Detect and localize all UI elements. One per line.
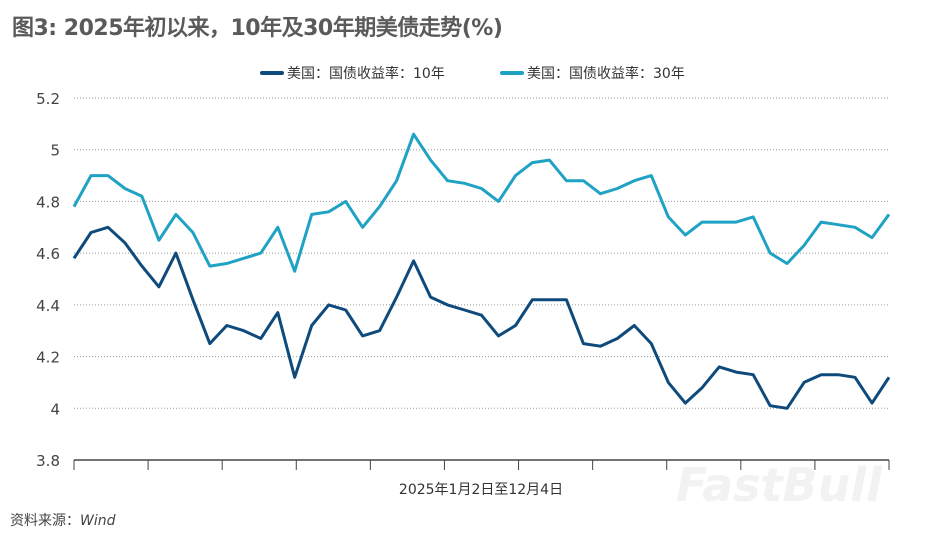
legend: 美国：国债收益率：10年 美国：国债收益率：30年 [260, 65, 685, 82]
source-label: 资料来源： [10, 513, 80, 529]
source-note: 资料来源：Wind [10, 510, 116, 530]
series-lines [72, 132, 891, 410]
y-tick-label: 4.2 [36, 349, 60, 367]
source-value: Wind [80, 513, 116, 529]
y-tick-label: 4.6 [36, 245, 60, 263]
legend-label: 美国：国债收益率：10年 [287, 65, 445, 82]
y-tick-label: 4.4 [36, 297, 60, 315]
y-axis: 3.8 4 4.2 4.4 4.6 4.8 5 5.2 [36, 90, 60, 470]
gridlines [74, 97, 889, 409]
y-tick-label: 5 [50, 142, 60, 160]
x-axis-label: 2025年1月2日至12月4日 [399, 482, 563, 498]
series-line-30y [72, 132, 891, 273]
x-axis [73, 459, 890, 470]
legend-label: 美国：国债收益率：30年 [527, 65, 685, 82]
watermark-logo: FastBull [676, 458, 882, 512]
y-tick-label: 4 [50, 400, 60, 418]
y-tick-label: 5.2 [36, 90, 60, 108]
chart-title: 图3: 2025年初以来，10年及30年期美债走势(%) [12, 16, 503, 41]
y-tick-label: 3.8 [36, 452, 60, 470]
series-line-10y [72, 225, 891, 410]
y-tick-label: 4.8 [36, 193, 60, 211]
